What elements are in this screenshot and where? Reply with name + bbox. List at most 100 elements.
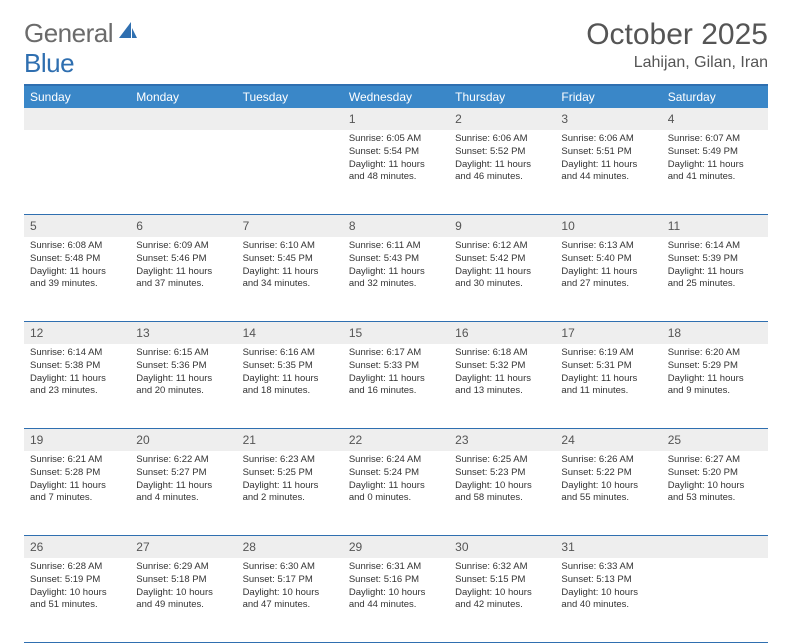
- sunrise-text: Sunrise: 6:24 AM: [349, 454, 443, 467]
- day-cell: Sunrise: 6:32 AMSunset: 5:15 PMDaylight:…: [449, 558, 555, 642]
- daylight-text: and 9 minutes.: [668, 385, 762, 398]
- day-cell: Sunrise: 6:17 AMSunset: 5:33 PMDaylight:…: [343, 344, 449, 428]
- day-number-cell: 1: [343, 108, 449, 130]
- day-number: 16: [455, 326, 468, 340]
- daylight-text: Daylight: 11 hours: [455, 373, 549, 386]
- day-number-cell: 19: [24, 429, 130, 451]
- daylight-text: and 49 minutes.: [136, 599, 230, 612]
- day-cell: [130, 130, 236, 214]
- daylight-text: Daylight: 11 hours: [668, 373, 762, 386]
- sunrise-text: Sunrise: 6:19 AM: [561, 347, 655, 360]
- sun-info: Sunrise: 6:06 AMSunset: 5:52 PMDaylight:…: [455, 133, 549, 184]
- weekday-sun: Sunday: [24, 86, 130, 108]
- day-number: 29: [349, 540, 362, 554]
- sunrise-text: Sunrise: 6:13 AM: [561, 240, 655, 253]
- sunset-text: Sunset: 5:20 PM: [668, 467, 762, 480]
- sunset-text: Sunset: 5:23 PM: [455, 467, 549, 480]
- day-number-cell: [662, 536, 768, 558]
- day-number-cell: 25: [662, 429, 768, 451]
- day-cell: Sunrise: 6:26 AMSunset: 5:22 PMDaylight:…: [555, 451, 661, 535]
- daylight-text: and 27 minutes.: [561, 278, 655, 291]
- sunrise-text: Sunrise: 6:17 AM: [349, 347, 443, 360]
- daylight-text: and 18 minutes.: [243, 385, 337, 398]
- sunrise-text: Sunrise: 6:33 AM: [561, 561, 655, 574]
- day-number: 3: [561, 112, 568, 126]
- day-cell: [662, 558, 768, 642]
- day-number: 15: [349, 326, 362, 340]
- sunset-text: Sunset: 5:52 PM: [455, 146, 549, 159]
- daylight-text: and 34 minutes.: [243, 278, 337, 291]
- week-row: Sunrise: 6:05 AMSunset: 5:54 PMDaylight:…: [24, 130, 768, 215]
- weekday-sat: Saturday: [662, 86, 768, 108]
- sunrise-text: Sunrise: 6:29 AM: [136, 561, 230, 574]
- weekday-thu: Thursday: [449, 86, 555, 108]
- sunrise-text: Sunrise: 6:09 AM: [136, 240, 230, 253]
- day-number-cell: 31: [555, 536, 661, 558]
- day-cell: Sunrise: 6:23 AMSunset: 5:25 PMDaylight:…: [237, 451, 343, 535]
- sun-info: Sunrise: 6:30 AMSunset: 5:17 PMDaylight:…: [243, 561, 337, 612]
- sun-info: Sunrise: 6:18 AMSunset: 5:32 PMDaylight:…: [455, 347, 549, 398]
- sunset-text: Sunset: 5:15 PM: [455, 574, 549, 587]
- day-number: 2: [455, 112, 462, 126]
- daylight-text: and 37 minutes.: [136, 278, 230, 291]
- sunrise-text: Sunrise: 6:32 AM: [455, 561, 549, 574]
- sunrise-text: Sunrise: 6:30 AM: [243, 561, 337, 574]
- day-cell: Sunrise: 6:33 AMSunset: 5:13 PMDaylight:…: [555, 558, 661, 642]
- sun-info: Sunrise: 6:25 AMSunset: 5:23 PMDaylight:…: [455, 454, 549, 505]
- sun-info: Sunrise: 6:24 AMSunset: 5:24 PMDaylight:…: [349, 454, 443, 505]
- daylight-text: and 44 minutes.: [349, 599, 443, 612]
- day-number: 5: [30, 219, 37, 233]
- daylight-text: and 41 minutes.: [668, 171, 762, 184]
- day-number-cell: 15: [343, 322, 449, 344]
- weekday-wed: Wednesday: [343, 86, 449, 108]
- daylight-text: Daylight: 11 hours: [349, 373, 443, 386]
- day-number-cell: 6: [130, 215, 236, 237]
- day-cell: Sunrise: 6:16 AMSunset: 5:35 PMDaylight:…: [237, 344, 343, 428]
- sunrise-text: Sunrise: 6:26 AM: [561, 454, 655, 467]
- sunrise-text: Sunrise: 6:22 AM: [136, 454, 230, 467]
- daylight-text: Daylight: 11 hours: [561, 159, 655, 172]
- sunset-text: Sunset: 5:17 PM: [243, 574, 337, 587]
- sunrise-text: Sunrise: 6:14 AM: [30, 347, 124, 360]
- daylight-text: Daylight: 10 hours: [30, 587, 124, 600]
- day-cell: Sunrise: 6:14 AMSunset: 5:39 PMDaylight:…: [662, 237, 768, 321]
- day-cell: Sunrise: 6:24 AMSunset: 5:24 PMDaylight:…: [343, 451, 449, 535]
- daylight-text: and 51 minutes.: [30, 599, 124, 612]
- sunset-text: Sunset: 5:49 PM: [668, 146, 762, 159]
- daylight-text: Daylight: 11 hours: [136, 373, 230, 386]
- day-number-row: 262728293031: [24, 536, 768, 558]
- day-cell: Sunrise: 6:27 AMSunset: 5:20 PMDaylight:…: [662, 451, 768, 535]
- sunset-text: Sunset: 5:54 PM: [349, 146, 443, 159]
- title-block: October 2025 Lahijan, Gilan, Iran: [586, 18, 768, 72]
- sunset-text: Sunset: 5:16 PM: [349, 574, 443, 587]
- sunrise-text: Sunrise: 6:23 AM: [243, 454, 337, 467]
- daylight-text: and 47 minutes.: [243, 599, 337, 612]
- daylight-text: Daylight: 11 hours: [30, 266, 124, 279]
- daylight-text: and 39 minutes.: [30, 278, 124, 291]
- day-cell: Sunrise: 6:19 AMSunset: 5:31 PMDaylight:…: [555, 344, 661, 428]
- day-number-row: 12131415161718: [24, 322, 768, 344]
- day-number: 13: [136, 326, 149, 340]
- logo-subtext: Blue: [24, 48, 74, 79]
- sunrise-text: Sunrise: 6:25 AM: [455, 454, 549, 467]
- sun-info: Sunrise: 6:10 AMSunset: 5:45 PMDaylight:…: [243, 240, 337, 291]
- day-number: 17: [561, 326, 574, 340]
- daylight-text: and 20 minutes.: [136, 385, 230, 398]
- daylight-text: Daylight: 11 hours: [243, 373, 337, 386]
- sunrise-text: Sunrise: 6:28 AM: [30, 561, 124, 574]
- sun-info: Sunrise: 6:23 AMSunset: 5:25 PMDaylight:…: [243, 454, 337, 505]
- day-number-cell: 7: [237, 215, 343, 237]
- sun-info: Sunrise: 6:12 AMSunset: 5:42 PMDaylight:…: [455, 240, 549, 291]
- day-number: 10: [561, 219, 574, 233]
- day-number-cell: 2: [449, 108, 555, 130]
- sunset-text: Sunset: 5:45 PM: [243, 253, 337, 266]
- day-number: 23: [455, 433, 468, 447]
- daylight-text: Daylight: 11 hours: [30, 373, 124, 386]
- day-cell: Sunrise: 6:14 AMSunset: 5:38 PMDaylight:…: [24, 344, 130, 428]
- sun-info: Sunrise: 6:28 AMSunset: 5:19 PMDaylight:…: [30, 561, 124, 612]
- sun-info: Sunrise: 6:08 AMSunset: 5:48 PMDaylight:…: [30, 240, 124, 291]
- sun-info: Sunrise: 6:22 AMSunset: 5:27 PMDaylight:…: [136, 454, 230, 505]
- day-number-cell: 28: [237, 536, 343, 558]
- logo: General: [24, 18, 141, 49]
- page-title: October 2025: [586, 18, 768, 52]
